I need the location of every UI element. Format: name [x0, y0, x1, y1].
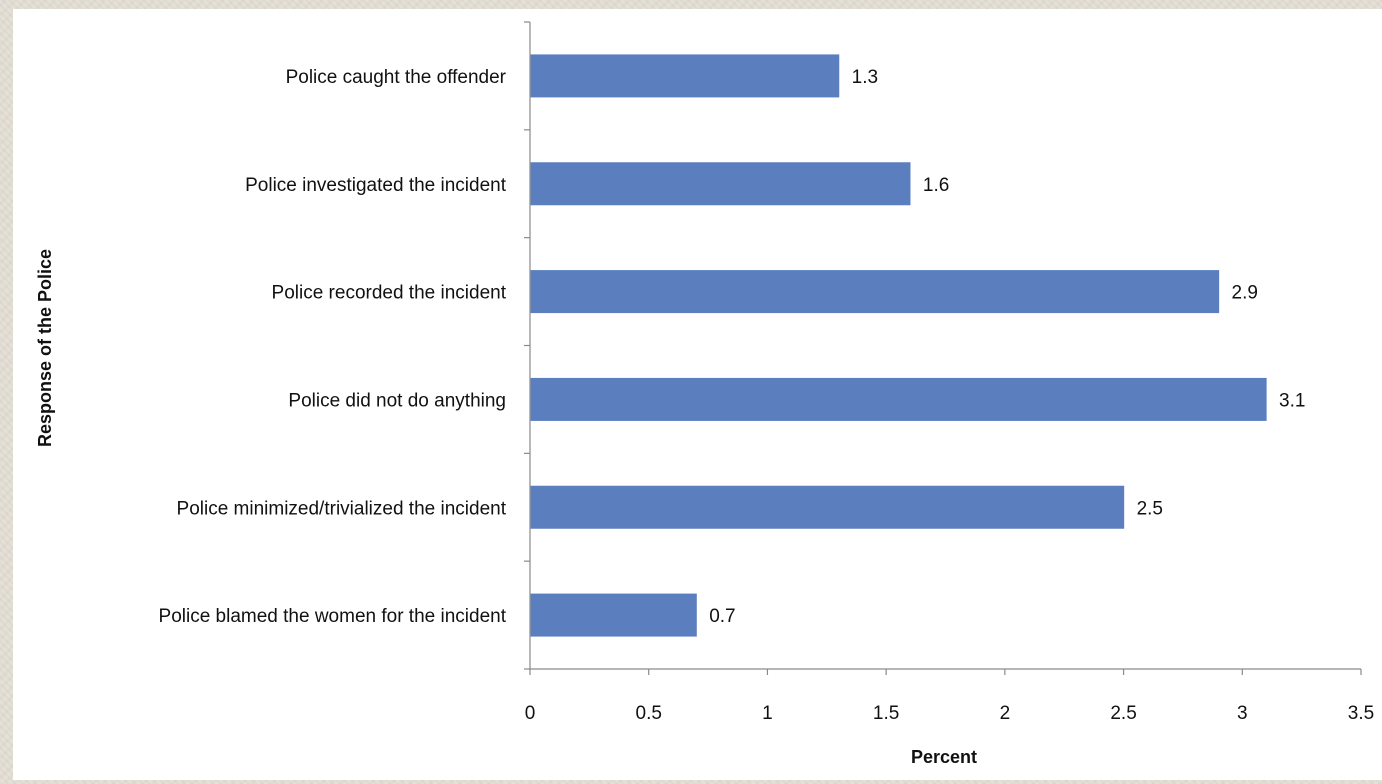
x-tick-label: 3	[1237, 703, 1248, 724]
x-tick-label: 2.5	[1110, 703, 1136, 724]
category-label: Police caught the offender	[286, 67, 507, 88]
bar	[530, 377, 1267, 421]
bar	[530, 593, 697, 637]
bar	[530, 485, 1125, 529]
y-axis-title: Response of the Police	[35, 249, 55, 447]
data-label: 1.6	[923, 175, 949, 196]
data-label: 2.9	[1232, 283, 1258, 304]
data-label: 1.3	[852, 67, 878, 88]
category-label: Police did not do anything	[288, 390, 506, 411]
data-label: 0.7	[709, 606, 735, 627]
data-label: 3.1	[1279, 390, 1305, 411]
x-tick-label: 1.5	[873, 703, 899, 724]
category-label: Police investigated the incident	[245, 175, 507, 196]
x-tick-label: 1	[762, 703, 773, 724]
bar	[530, 162, 911, 206]
bar	[530, 270, 1220, 314]
category-label: Police recorded the incident	[272, 283, 507, 304]
x-tick-label: 0	[525, 703, 536, 724]
x-tick-label: 3.5	[1348, 703, 1374, 724]
x-tick-label: 2	[1000, 703, 1011, 724]
x-axis-title: Percent	[911, 747, 977, 767]
data-label: 2.5	[1137, 498, 1163, 519]
category-label: Police minimized/trivialized the inciden…	[177, 498, 507, 519]
category-label: Police blamed the women for the incident	[159, 606, 507, 627]
bar	[530, 54, 840, 98]
x-tick-label: 0.5	[636, 703, 662, 724]
